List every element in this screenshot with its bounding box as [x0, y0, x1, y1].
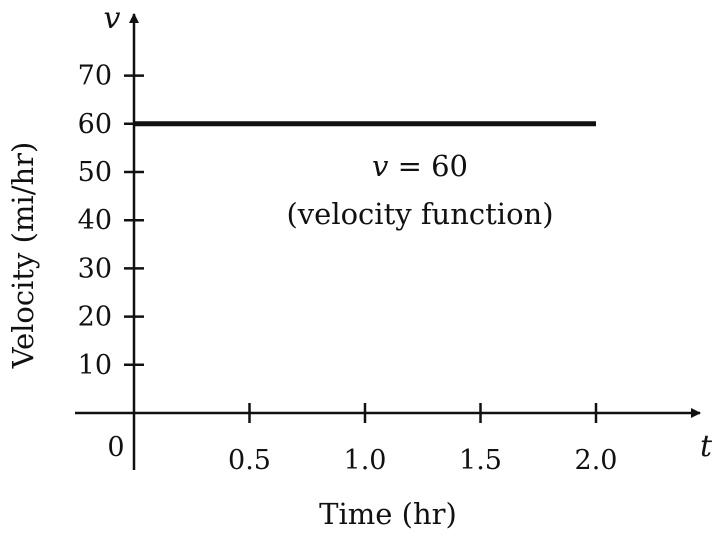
y-tick-label: 10: [78, 350, 112, 381]
x-tick-label: 2.0: [575, 445, 618, 476]
annotation-equals-value: = 60: [388, 149, 468, 183]
x-tick-label: 1.5: [459, 445, 502, 476]
y-tick-label: 70: [78, 61, 112, 92]
y-tick-label: 30: [78, 253, 112, 284]
y-axis-variable: v: [104, 1, 121, 36]
x-axis-title: Time (hr): [319, 497, 457, 531]
annotation-variable: v: [372, 149, 389, 183]
annotation-description: (velocity function): [286, 197, 553, 231]
axes: [75, 13, 701, 470]
y-axis-title: Velocity (mi/hr): [6, 142, 40, 370]
y-tick-label: 60: [78, 109, 112, 140]
annotation-equation: v = 60: [372, 149, 468, 183]
x-ticks: 0.5 1.0 1.5 2.0: [228, 403, 617, 476]
y-tick-label: 40: [78, 205, 112, 236]
x-axis-variable: t: [700, 429, 713, 464]
x-tick-label: 1.0: [344, 445, 387, 476]
y-tick-label: 20: [78, 302, 112, 333]
origin-label: 0: [107, 432, 124, 463]
x-tick-label: 0.5: [228, 445, 271, 476]
y-tick-label: 50: [78, 157, 112, 188]
